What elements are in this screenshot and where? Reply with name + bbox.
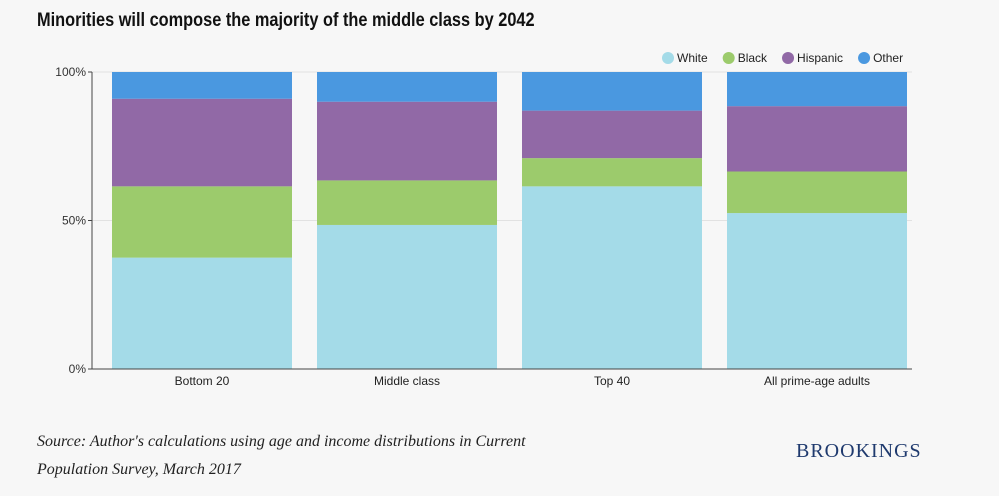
y-tick-label-0: 0%	[69, 362, 87, 376]
source-line-1: Source: Author's calculations using age …	[37, 433, 526, 450]
bar-white-3	[727, 213, 907, 369]
legend-item-black: Black	[722, 51, 768, 65]
legend-swatch-other	[858, 52, 871, 64]
bar-white-2	[522, 186, 702, 369]
bars	[112, 72, 907, 369]
bar-white-0	[112, 257, 292, 369]
legend-label-black: Black	[738, 51, 768, 65]
bar-hispanic-1	[317, 101, 497, 181]
legend-label-white: White	[677, 51, 708, 65]
y-tick-labels: 0% 50% 100%	[55, 65, 92, 376]
y-tick-label-2: 100%	[55, 65, 86, 79]
x-tick-label-3: All prime-age adults	[764, 374, 870, 388]
bar-black-3	[727, 171, 907, 214]
bar-hispanic-2	[522, 110, 702, 159]
source-note: Source: Author's calculations using age …	[37, 428, 557, 484]
stacked-bar-chart: 0% 50% 100% Bottom 20 Middle class Top 40 All…	[55, 51, 912, 388]
y-tick-label-1: 50%	[62, 214, 86, 228]
legend-item-other: Other	[858, 51, 903, 65]
x-tick-label-0: Bottom 20	[175, 374, 230, 388]
legend-swatch-hispanic	[782, 52, 795, 64]
legend-item-white: White	[662, 51, 708, 65]
brookings-logo: BROOKINGS	[796, 440, 922, 462]
legend-item-hispanic: Hispanic	[782, 51, 843, 65]
bar-hispanic-3	[727, 106, 907, 172]
x-tick-labels: Bottom 20 Middle class Top 40 All prime-age…	[175, 374, 870, 388]
legend-label-hispanic: Hispanic	[797, 51, 843, 65]
chart-title: Minorities will compose the majority of …	[37, 10, 535, 31]
bar-white-1	[317, 224, 497, 369]
legend-swatch-white	[662, 52, 674, 64]
bar-black-0	[112, 186, 292, 258]
source-line-2: Population Survey, March 2017	[37, 461, 241, 478]
legend: White Black Hispanic Other	[662, 51, 903, 65]
bar-other-2	[522, 72, 702, 111]
bar-black-2	[522, 158, 702, 187]
bar-other-0	[112, 72, 292, 99]
bar-black-1	[317, 180, 497, 225]
bar-other-3	[727, 72, 907, 107]
x-tick-label-1: Middle class	[374, 374, 440, 388]
bar-hispanic-0	[112, 98, 292, 187]
x-tick-label-2: Top 40	[594, 374, 630, 388]
legend-swatch-black	[722, 52, 735, 64]
bar-other-1	[317, 72, 497, 102]
legend-label-other: Other	[873, 51, 903, 65]
